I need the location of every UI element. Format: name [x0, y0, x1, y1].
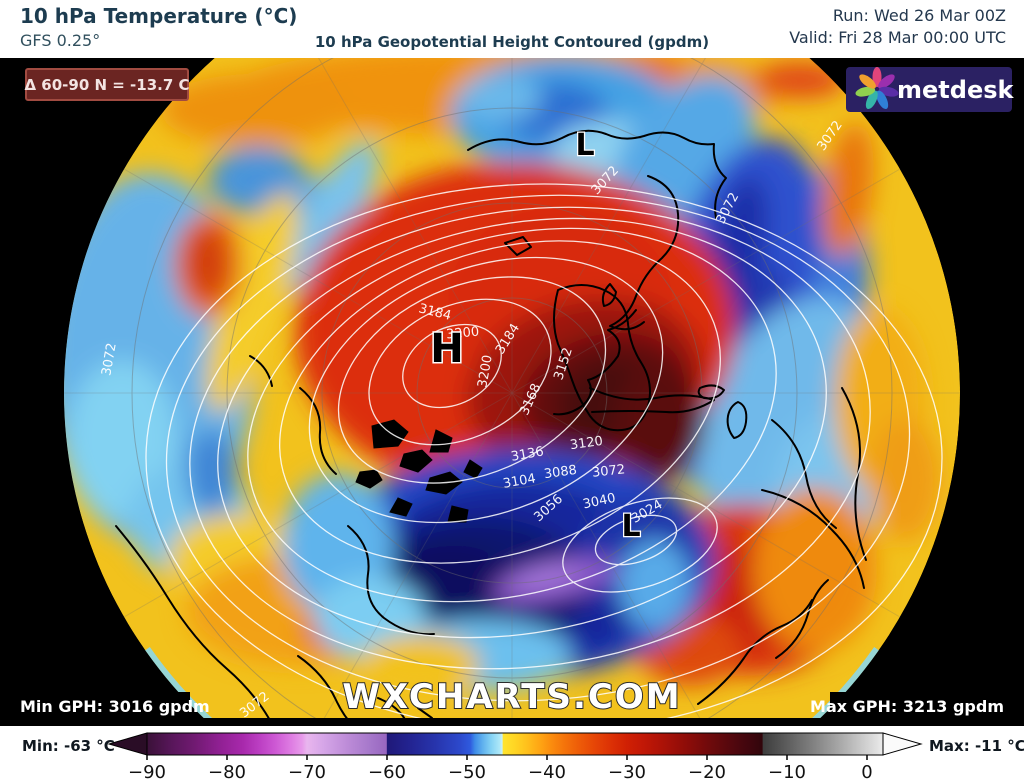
- low-marker: L: [575, 128, 594, 163]
- contour-label: 3040: [582, 491, 617, 513]
- run-label: Run: Wed 26 Mar 00Z: [832, 6, 1006, 25]
- valid-label: Valid: Fri 28 Mar 00:00 UTC: [789, 28, 1006, 47]
- delta-badge-text: Δ 60-90 N = -13.7 C: [24, 76, 189, 94]
- low-marker: L: [621, 509, 640, 544]
- max-gph-label: Max GPH: 3213 gpdm: [810, 697, 1004, 716]
- colorbar-bar: [146, 732, 884, 756]
- min-gph-label: Min GPH: 3016 gpdm: [20, 697, 210, 716]
- pressure-markers: H L L: [429, 127, 642, 546]
- metdesk-flower-icon: [855, 67, 899, 110]
- metdesk-logo-text: metdesk: [897, 76, 1015, 104]
- contour-label: 3120: [569, 434, 604, 453]
- colorbar-footer: Min: -63 °C Max: -11 °C −90 −80 −70 −60 −50−…: [0, 726, 1024, 784]
- colorbar-min-label: Min: -63 °C: [22, 737, 115, 755]
- colorbar-tick-label: −10: [768, 762, 806, 783]
- colorbar-max-label: Max: -11 °C: [929, 737, 1024, 755]
- colorbar-tick-label: −80: [208, 762, 246, 783]
- colorbar-tick-label: −60: [368, 762, 406, 783]
- model-label: GFS 0.25°: [20, 31, 101, 50]
- colorbar-tick-label: −90: [128, 762, 166, 783]
- min-gph-box: [12, 692, 190, 718]
- page-title: 10 hPa Temperature (°C): [20, 4, 298, 28]
- contour-label: 3200: [446, 325, 480, 343]
- colorbar-ticks: −90 −80 −70 −60 −50 −40 −30 −20 −10 0: [128, 755, 873, 783]
- metdesk-logo: metdesk: [846, 67, 1015, 112]
- delta-badge: Δ 60-90 N = -13.7 C: [24, 68, 190, 101]
- temperature-field: [64, 44, 941, 695]
- colorbar-right-arrow: [882, 732, 923, 756]
- watermark: WXCHARTS.COM: [342, 677, 681, 717]
- colorbar-tick-label: 0: [861, 762, 872, 783]
- contour-label: 3088: [543, 463, 578, 482]
- colorbar-tick-label: −50: [448, 762, 486, 783]
- header: 10 hPa Temperature (°C) GFS 0.25° 10 hPa…: [0, 0, 1024, 58]
- contour-label: 3072: [591, 462, 625, 480]
- map-bottom-strip: [0, 718, 1024, 726]
- contour-label: 3104: [502, 471, 537, 492]
- contour-label: 3200: [475, 354, 496, 389]
- high-marker: H: [430, 326, 463, 372]
- max-gph-box: [830, 692, 1012, 718]
- colorbar-tick-label: −30: [608, 762, 646, 783]
- colorbar-tick-label: −70: [288, 762, 326, 783]
- colorbar: Min: -63 °C Max: -11 °C −90 −80 −70 −60 −50−…: [22, 732, 1024, 783]
- contour-subtitle: 10 hPa Geopotential Height Contoured (gp…: [314, 33, 710, 51]
- colorbar-tick-label: −20: [688, 762, 726, 783]
- colorbar-tick-label: −40: [528, 762, 566, 783]
- contour-label: 3072: [99, 342, 120, 377]
- contour-label: 3136: [510, 444, 545, 465]
